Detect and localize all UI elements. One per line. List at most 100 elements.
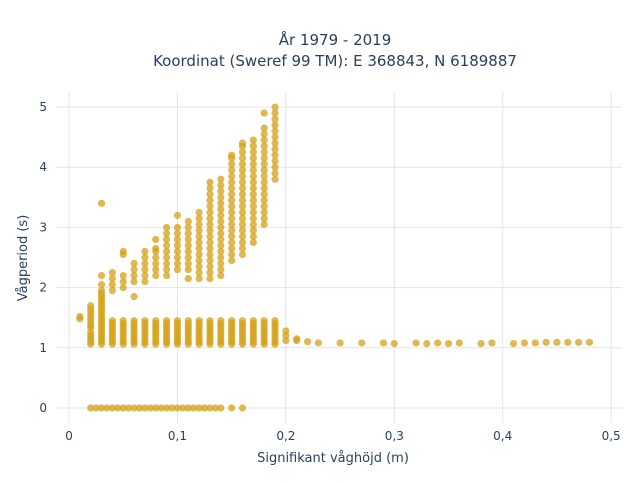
data-point [238,190,247,198]
data-point [108,268,116,277]
data-point [195,268,203,277]
data-point [173,241,182,250]
data-point [249,184,257,192]
x-tick-label: 0,3 [385,429,404,443]
data-point [141,271,149,280]
data-point [206,268,214,277]
data-point [238,166,247,174]
data-point [130,293,138,301]
data-point [271,109,279,117]
data-point [206,274,214,283]
data-point [260,208,268,216]
data-point [206,238,214,247]
x-tick-label: 0,4 [493,429,512,443]
grid-lines [56,92,622,423]
data-point [423,339,431,348]
data-point [249,202,257,210]
x-tick-label: 0,2 [276,429,295,443]
data-point [260,154,268,162]
data-point [260,317,268,325]
data-point [228,226,236,235]
x-tick-label: 0,1 [168,429,187,443]
data-point [173,229,182,238]
data-point [114,404,122,412]
data-point [184,259,192,268]
data-point [271,151,279,159]
data-point [162,229,171,238]
data-point [152,259,160,268]
data-point [249,136,257,144]
data-point [488,339,496,347]
data-point [130,317,138,325]
data-point [168,404,176,412]
data-point [260,166,268,174]
data-point [195,238,203,247]
data-point [87,404,95,412]
data-point [108,280,116,289]
chart-title-line2: Koordinat (Sweref 99 TM): E 368843, N 61… [153,52,517,70]
data-point [271,145,279,153]
data-point [162,317,171,325]
data-point [217,175,225,183]
data-point [206,404,214,412]
data-point [184,317,192,325]
data-point [260,184,268,192]
data-point [520,339,529,347]
data-point [238,238,247,247]
data-point [249,208,257,216]
data-point [228,196,236,204]
data-point [103,404,111,412]
data-point [271,103,279,111]
data-point [141,253,149,262]
data-point [412,339,420,347]
data-point [564,338,572,346]
data-point [303,338,312,346]
data-point [217,247,225,256]
data-point [531,339,539,347]
data-point [238,202,247,210]
data-point [130,277,138,286]
data-point [195,214,203,222]
data-point [217,205,225,213]
y-axis-ticks: 0 1 2 3 4 5 [39,100,47,415]
data-point [195,226,203,235]
data-point [217,181,225,189]
data-point [130,265,138,274]
data-point [162,247,171,256]
data-point [228,151,236,159]
data-point [509,339,518,348]
data-point [195,317,203,325]
data-point [195,244,203,253]
data-point [249,160,257,168]
data-point [130,404,138,412]
data-point [152,404,160,412]
data-point [477,339,485,348]
data-point [206,190,214,198]
data-point [195,250,203,259]
data-point [217,241,225,250]
data-point [184,217,192,225]
data-point [249,178,257,186]
data-point [87,302,95,310]
data-point [141,259,149,268]
data-point [195,274,203,283]
data-point [125,404,133,412]
data-point [206,214,214,222]
data-point [260,172,268,180]
data-point [195,232,203,241]
y-tick-label: 3 [39,220,47,234]
data-point [228,250,236,259]
data-point [217,199,225,207]
data-point [228,208,236,216]
data-point [108,404,116,412]
y-tick-label: 4 [39,160,47,174]
data-point [200,404,209,412]
data-point [173,211,182,219]
data-point [260,190,268,198]
data-point [152,235,160,244]
data-point [444,339,453,348]
data-point [141,247,149,256]
data-point [228,172,236,180]
data-point [184,274,192,283]
